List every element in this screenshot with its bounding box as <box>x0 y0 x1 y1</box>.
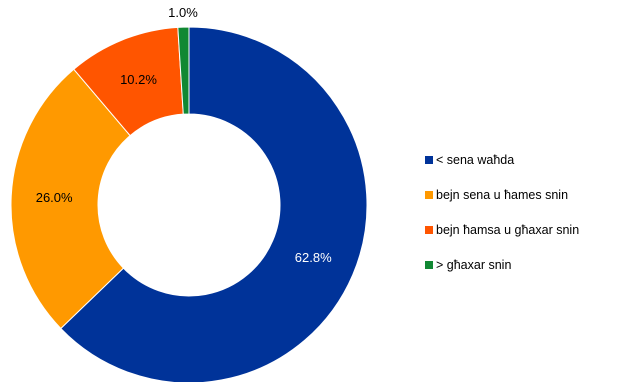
legend-swatch-3 <box>425 261 433 269</box>
donut-slice-1 <box>10 68 131 330</box>
data-label-0: 62.8% <box>295 250 332 265</box>
data-label-1: 26.0% <box>36 190 73 205</box>
legend-label-3: > għaxar snin <box>436 258 512 272</box>
legend-item-0: < sena waħda <box>425 152 579 168</box>
donut-slice-0 <box>60 26 368 382</box>
chart-legend: < sena waħda bejn sena u ħames snin bejn ħ… <box>425 152 579 292</box>
legend-label-2: bejn ħamsa u għaxar snin <box>436 223 580 237</box>
donut-slice-3 <box>177 26 190 115</box>
legend-label-0: < sena waħda <box>436 153 515 167</box>
legend-item-2: bejn ħamsa u għaxar snin <box>425 222 579 238</box>
legend-swatch-1 <box>425 191 433 199</box>
legend-item-3: > għaxar snin <box>425 257 579 273</box>
legend-label-1: bejn sena u ħames snin <box>436 188 569 202</box>
legend-item-1: bejn sena u ħames snin <box>425 187 579 203</box>
data-label-3: 1.0% <box>168 5 198 20</box>
data-label-2: 10.2% <box>120 72 157 87</box>
legend-swatch-0 <box>425 156 433 164</box>
legend-swatch-2 <box>425 226 433 234</box>
